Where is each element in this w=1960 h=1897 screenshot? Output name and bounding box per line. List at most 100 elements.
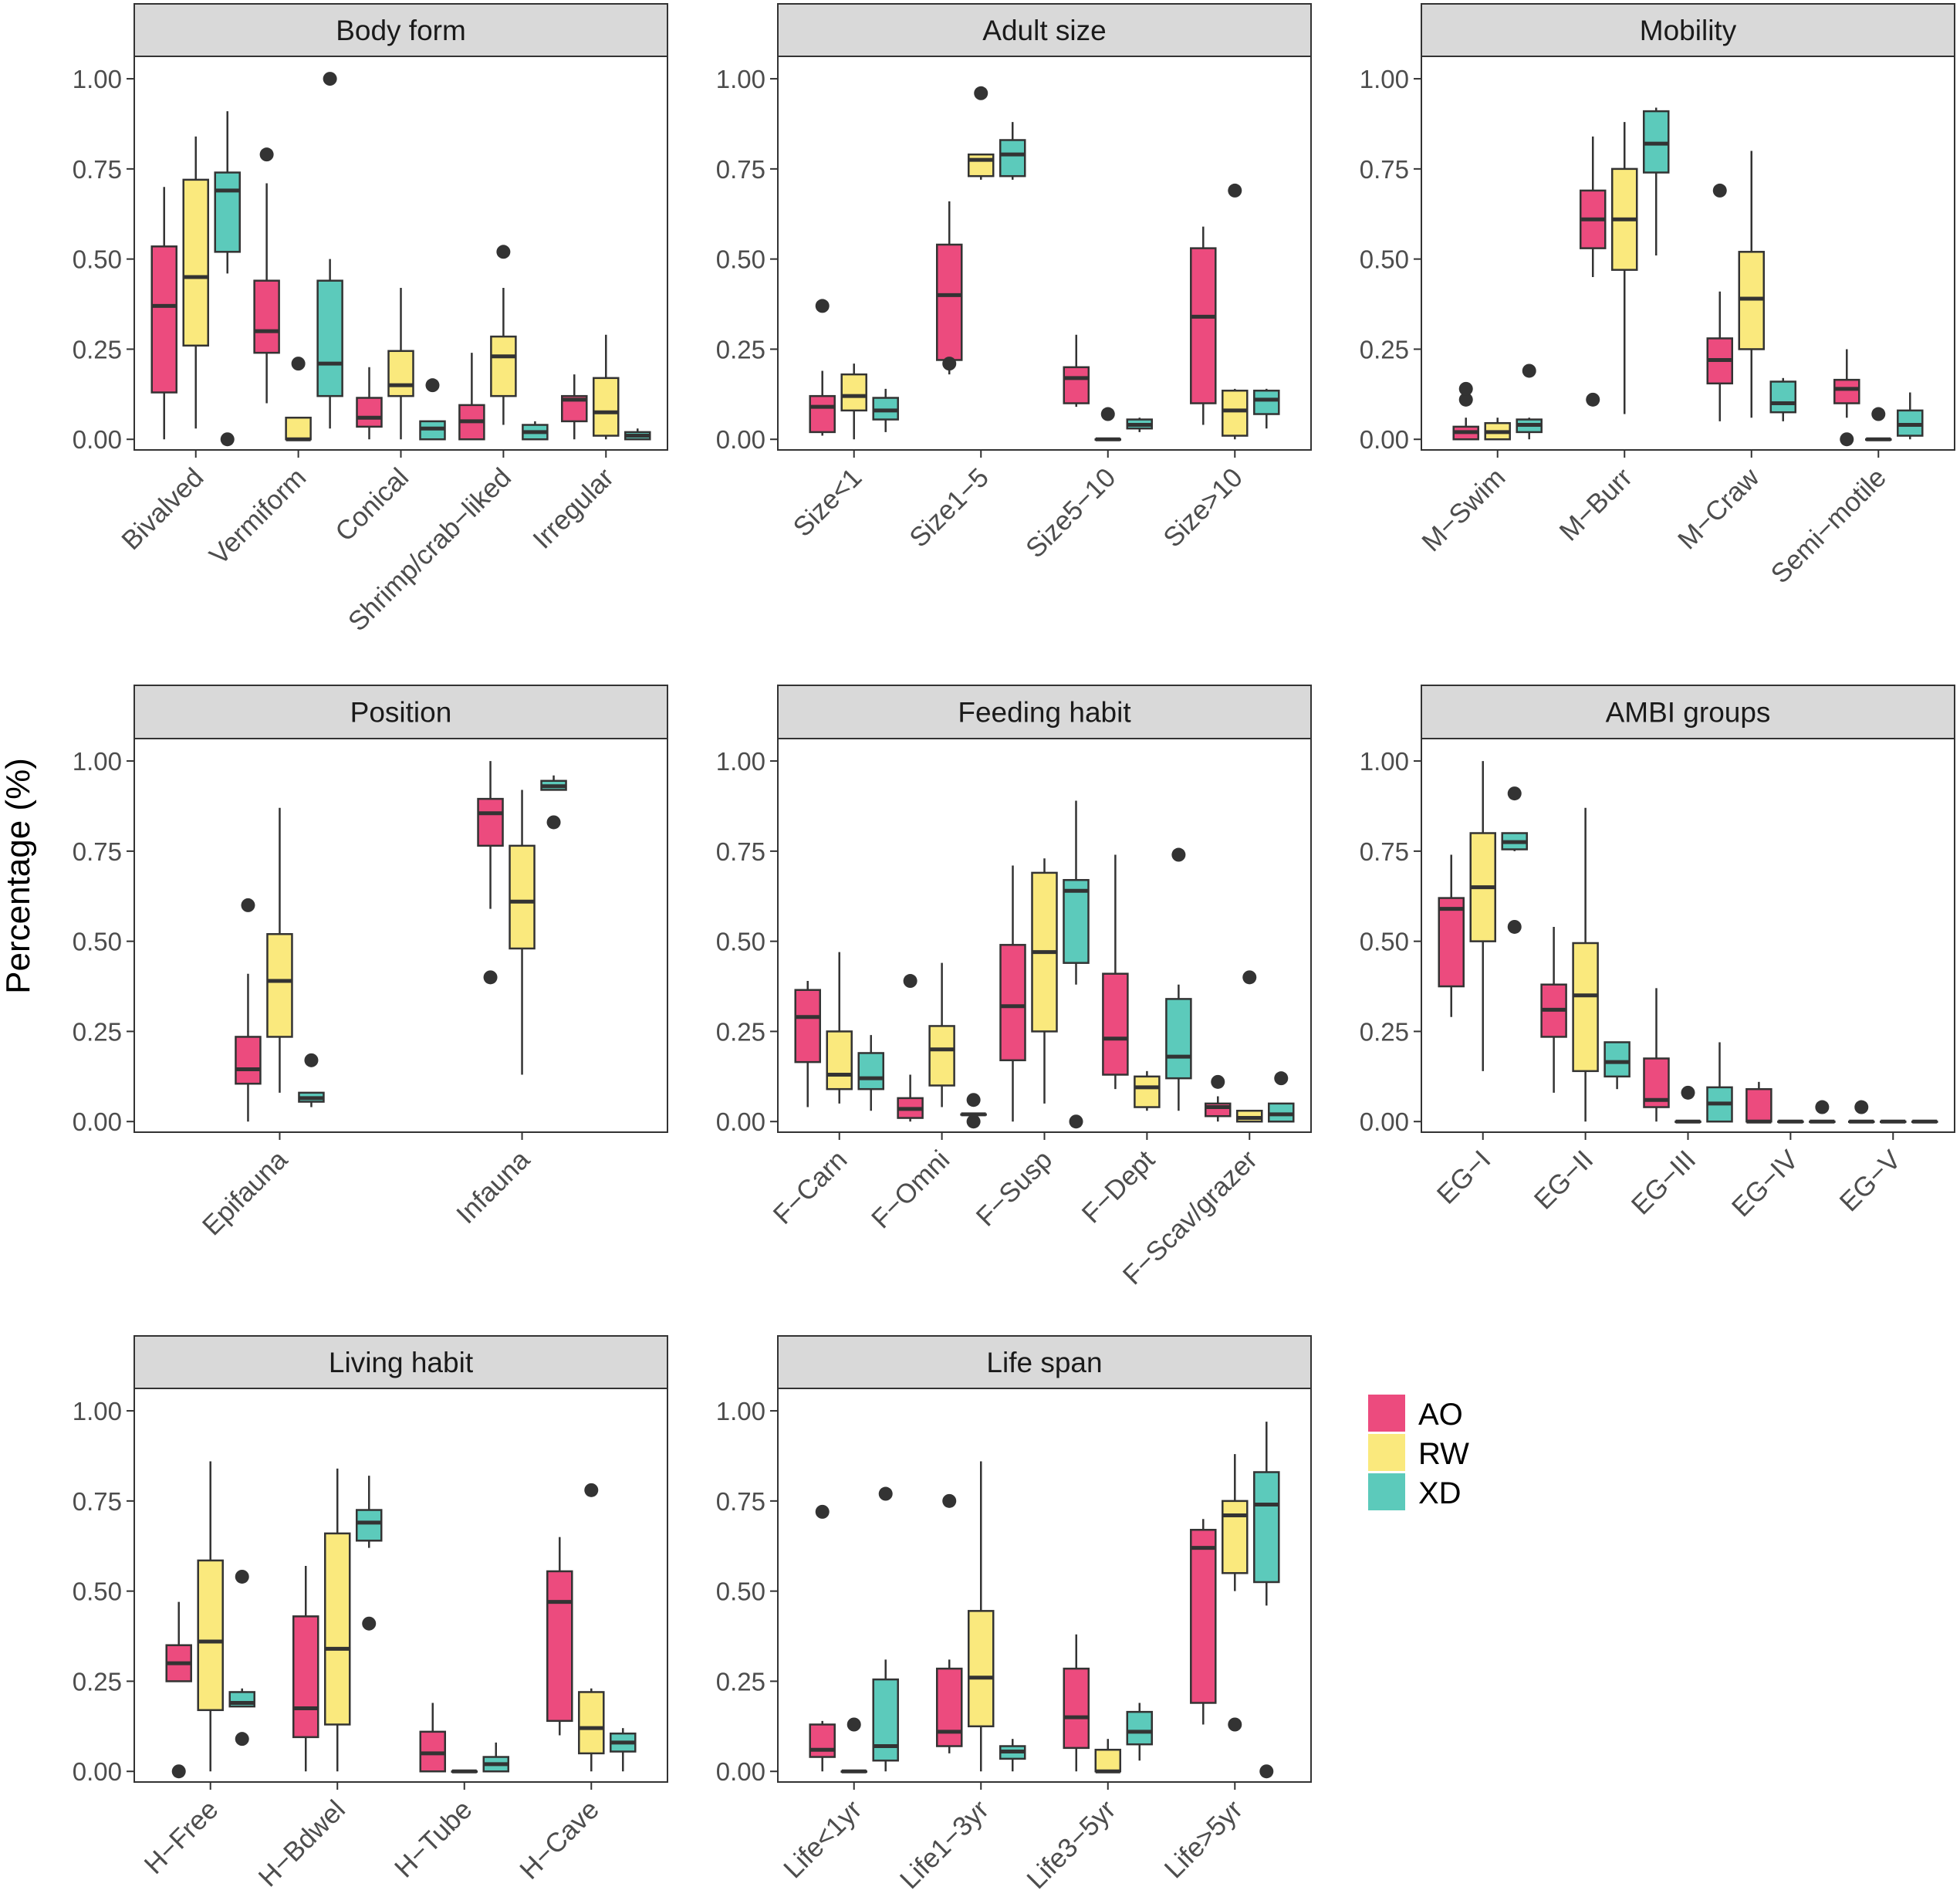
outlier-point <box>1171 847 1186 862</box>
panel-border <box>777 56 1312 451</box>
box-body <box>477 797 504 847</box>
outlier-point <box>362 1616 377 1631</box>
box-body <box>967 1610 995 1728</box>
outlier-point <box>1259 1764 1274 1779</box>
y-tick-label: 0.75 <box>716 837 765 866</box>
panel-strip <box>133 3 668 57</box>
outlier-point <box>584 1483 599 1497</box>
box-xd <box>872 388 899 432</box>
y-tick-label: 0.25 <box>73 1667 122 1696</box>
box-xd <box>1126 1703 1154 1761</box>
box-xd <box>228 1569 255 1747</box>
outlier-point <box>1871 407 1886 421</box>
box-ao <box>356 367 383 440</box>
y-tick-label: 0.50 <box>73 928 122 956</box>
x-tick-label: Irregular <box>527 462 620 555</box>
box-body <box>356 397 383 428</box>
box-rw <box>182 136 209 429</box>
box-ao <box>794 981 821 1107</box>
y-tick-label: 1.00 <box>1360 747 1409 776</box>
box-xd <box>1253 388 1280 429</box>
panel-title: Position <box>350 697 452 729</box>
box-body <box>235 1036 262 1085</box>
box-rw <box>1134 1070 1161 1111</box>
box-body <box>1190 247 1217 404</box>
y-tick-label: 1.00 <box>1360 65 1409 93</box>
box-xd <box>298 1053 325 1107</box>
box-body <box>150 245 177 394</box>
box-xd <box>999 1739 1026 1772</box>
box-ao <box>1438 854 1465 1017</box>
box-ao <box>1706 183 1734 421</box>
outlier-point <box>241 898 255 912</box>
box-body <box>1063 1667 1090 1750</box>
box-body <box>1833 378 1860 404</box>
outlier-point <box>235 1732 249 1747</box>
box-body <box>1253 1471 1280 1584</box>
box-xd <box>1063 800 1090 1129</box>
outlier-point <box>1211 1074 1225 1089</box>
box-rw <box>1236 970 1263 1123</box>
outlier-point <box>1522 364 1536 378</box>
x-tick-label: H−Bdwel <box>253 1794 351 1892</box>
box-body <box>182 178 209 347</box>
box-ao <box>999 865 1026 1122</box>
box-ao <box>477 761 504 985</box>
box-xd <box>214 111 241 447</box>
outlier-point <box>903 974 917 989</box>
box-ao <box>809 1504 836 1772</box>
box-xd <box>1501 786 1528 934</box>
box-ao <box>419 1703 447 1773</box>
panel-title: Mobility <box>1640 15 1737 46</box>
outlier-point <box>1242 970 1257 985</box>
box-body <box>1769 380 1797 414</box>
box-body <box>967 153 995 178</box>
outlier-point <box>1681 1085 1695 1100</box>
outlier-point <box>942 1493 957 1508</box>
box-ao <box>935 201 963 375</box>
legend-label: AO <box>1418 1398 1463 1432</box>
y-tick-label: 1.00 <box>716 1397 765 1425</box>
panel-title: Living habit <box>329 1347 474 1378</box>
x-tick-label: Epifauna <box>197 1145 294 1242</box>
y-tick-label: 0.50 <box>716 928 765 956</box>
outlier-point <box>878 1486 893 1501</box>
box-body <box>1165 998 1192 1080</box>
y-tick-label: 0.75 <box>73 155 122 184</box>
y-tick-label: 0.50 <box>73 1577 122 1606</box>
y-tick-label: 0.25 <box>1360 335 1409 364</box>
x-tick-label: Life3−5yr <box>1021 1794 1121 1895</box>
legend-swatch <box>1368 1395 1405 1432</box>
box-xd <box>522 421 549 441</box>
panel-title: Body form <box>336 15 466 46</box>
box-body <box>928 1025 955 1087</box>
x-tick-label: EG−III <box>1626 1145 1701 1220</box>
box-body <box>593 377 620 437</box>
panel-title: AMBI groups <box>1606 697 1771 729</box>
box-rw <box>593 334 620 440</box>
box-body <box>1222 389 1249 437</box>
box-body <box>292 1615 319 1739</box>
box-body <box>285 416 312 441</box>
box-rw <box>1777 1119 1804 1124</box>
y-axis-label: Percentage (%) <box>0 758 37 994</box>
panel-border <box>777 1388 1312 1783</box>
x-tick-label: F−Carn <box>768 1145 853 1230</box>
y-tick-label: 0.00 <box>716 1107 765 1136</box>
panel-title: Feeding habit <box>958 697 1131 729</box>
x-tick-label: Semi−motile <box>1766 462 1892 589</box>
outlier-point <box>220 432 235 447</box>
box-rw <box>1222 1454 1249 1732</box>
panel-strip <box>133 685 668 739</box>
box-ao <box>1745 1081 1772 1124</box>
x-tick-label: M−Burr <box>1553 462 1638 547</box>
outlier-point <box>483 970 498 985</box>
legend-item-xd: XD <box>1368 1473 1462 1510</box>
y-tick-label: 1.00 <box>73 1397 122 1425</box>
box-body <box>1102 972 1129 1076</box>
box-body <box>1094 1748 1122 1773</box>
panel-border <box>133 738 668 1133</box>
box-rw <box>1572 807 1599 1122</box>
box-ao <box>1102 854 1129 1090</box>
box-body <box>872 1678 899 1762</box>
